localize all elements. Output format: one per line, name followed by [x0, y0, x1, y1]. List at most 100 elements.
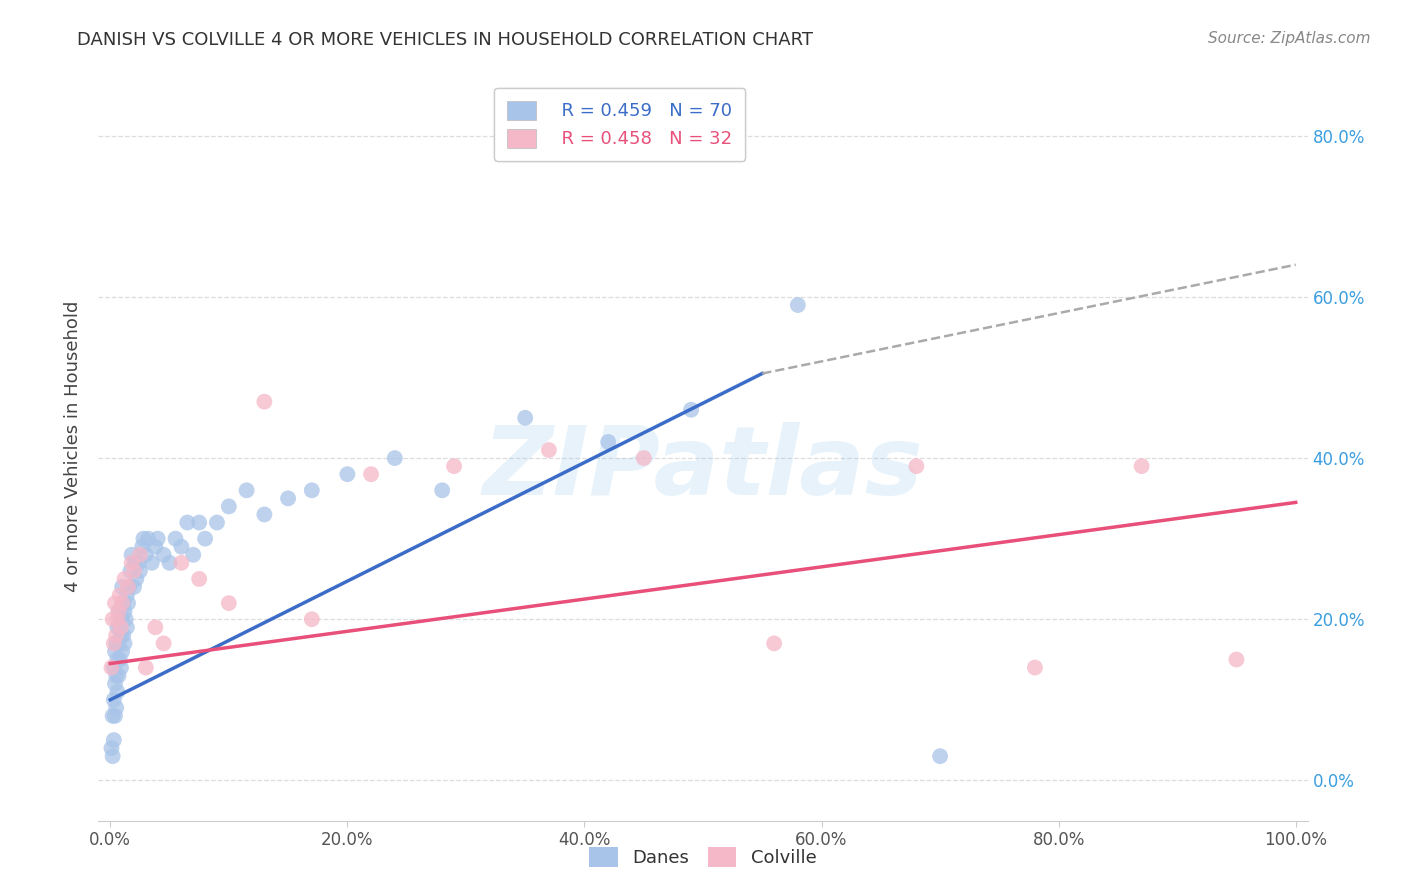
Point: [114, 604, 136, 618]
Point: [103, 693, 125, 707]
Point: [598, 434, 620, 449]
Point: [110, 660, 132, 674]
Point: [132, 532, 155, 546]
Point: [188, 516, 211, 530]
Point: [135, 548, 157, 562]
Point: [152, 636, 174, 650]
Point: [763, 636, 786, 650]
Point: [110, 628, 132, 642]
Point: [121, 556, 143, 570]
Point: [115, 588, 138, 602]
Point: [1225, 652, 1247, 666]
Point: [103, 660, 125, 674]
Point: [121, 548, 143, 562]
Point: [104, 644, 127, 658]
Point: [107, 668, 129, 682]
Point: [905, 459, 928, 474]
Point: [537, 443, 560, 458]
Point: [129, 548, 152, 562]
Point: [115, 620, 138, 634]
Point: [253, 394, 276, 409]
Text: DANISH VS COLVILLE 4 OR MORE VEHICLES IN HOUSEHOLD CORRELATION CHART: DANISH VS COLVILLE 4 OR MORE VEHICLES IN…: [77, 31, 813, 49]
Legend:   R = 0.459   N = 70,   R = 0.458   N = 32: R = 0.459 N = 70, R = 0.458 N = 32: [495, 88, 745, 161]
Point: [103, 636, 125, 650]
Point: [170, 556, 193, 570]
Point: [143, 540, 166, 554]
Point: [122, 580, 145, 594]
Point: [128, 556, 150, 570]
Point: [515, 410, 537, 425]
Point: [125, 572, 148, 586]
Point: [432, 483, 454, 498]
Point: [301, 483, 323, 498]
Point: [104, 596, 127, 610]
Point: [181, 548, 204, 562]
Point: [336, 467, 359, 482]
Text: ZIPatlas: ZIPatlas: [482, 422, 924, 515]
Point: [633, 451, 655, 466]
Text: Source: ZipAtlas.com: Source: ZipAtlas.com: [1208, 31, 1371, 46]
Point: [176, 516, 198, 530]
Point: [301, 612, 323, 626]
Point: [105, 652, 128, 666]
Point: [101, 709, 124, 723]
Point: [104, 709, 127, 723]
Point: [108, 652, 131, 666]
Point: [929, 749, 952, 764]
Point: [159, 556, 181, 570]
Point: [105, 612, 128, 626]
Point: [112, 628, 135, 642]
Point: [107, 636, 129, 650]
Point: [117, 596, 139, 610]
Point: [136, 532, 159, 546]
Point: [218, 596, 240, 610]
Point: [360, 467, 382, 482]
Point: [141, 556, 163, 570]
Point: [152, 548, 174, 562]
Point: [111, 580, 134, 594]
Point: [101, 749, 124, 764]
Point: [107, 604, 129, 618]
Point: [114, 636, 136, 650]
Point: [105, 668, 128, 682]
Point: [111, 596, 134, 610]
Y-axis label: 4 or more Vehicles in Household: 4 or more Vehicles in Household: [65, 301, 83, 591]
Point: [105, 620, 128, 634]
Point: [117, 580, 139, 594]
Point: [114, 612, 136, 626]
Point: [188, 572, 211, 586]
Point: [1130, 459, 1153, 474]
Point: [165, 532, 187, 546]
Point: [122, 564, 145, 578]
Point: [107, 604, 129, 618]
Point: [105, 684, 128, 698]
Point: [124, 556, 146, 570]
Point: [108, 620, 131, 634]
Point: [111, 644, 134, 658]
Point: [103, 733, 125, 747]
Point: [194, 532, 217, 546]
Point: [108, 588, 131, 602]
Point: [1024, 660, 1046, 674]
Point: [135, 660, 157, 674]
Point: [170, 540, 193, 554]
Point: [253, 508, 276, 522]
Point: [131, 540, 153, 554]
Point: [101, 612, 124, 626]
Point: [105, 628, 128, 642]
Point: [277, 491, 299, 506]
Point: [111, 612, 134, 626]
Point: [105, 636, 128, 650]
Point: [104, 676, 127, 690]
Point: [118, 580, 141, 594]
Point: [112, 596, 135, 610]
Point: [681, 402, 703, 417]
Point: [384, 451, 406, 466]
Point: [443, 459, 465, 474]
Point: [786, 298, 808, 312]
Point: [120, 564, 142, 578]
Point: [105, 701, 128, 715]
Point: [143, 620, 166, 634]
Point: [110, 620, 132, 634]
Point: [114, 572, 136, 586]
